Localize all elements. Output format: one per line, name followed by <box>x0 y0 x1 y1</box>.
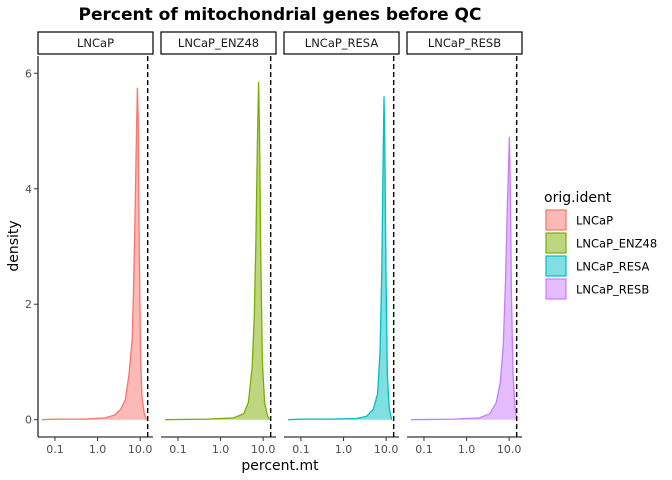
x-tick-label: 10.0 <box>497 443 522 456</box>
x-tick-label: 10.0 <box>128 443 153 456</box>
x-tick-label: 10.0 <box>251 443 276 456</box>
x-axis-title: percent.mt <box>241 458 319 474</box>
legend-key <box>545 255 567 277</box>
density-line <box>42 87 148 421</box>
legend-label: LNCaP_ENZ48 <box>576 237 657 251</box>
y-axis: 0 2 4 6 <box>25 56 39 437</box>
x-tick-label: 1.0 <box>212 443 230 456</box>
facet-strip-label: LNCaP_ENZ48 <box>178 36 259 50</box>
facet-strip-label: LNCaP_RESA <box>305 36 379 50</box>
x-tick-label: 0.1 <box>46 443 64 456</box>
legend-label: LNCaP_RESA <box>576 260 650 274</box>
density-area <box>42 87 147 420</box>
legend: orig.ident LNCaPLNCaP_ENZ48LNCaP_RESALNC… <box>544 190 657 300</box>
y-axis-title: density <box>6 220 22 271</box>
facet-strip <box>283 31 400 55</box>
legend-key <box>545 209 567 231</box>
legend-key <box>545 278 567 300</box>
legend-label: LNCaP <box>576 214 613 228</box>
legend-key <box>545 232 567 254</box>
density-area <box>165 82 270 420</box>
chart-title: Percent of mitochondrial genes before QC <box>79 5 482 25</box>
facet-panel: LNCaP 0.1 1.0 10.0 <box>37 31 154 456</box>
x-tick-label: 1.0 <box>89 443 107 456</box>
legend-items: LNCaP LNCaP_ENZ48 LNCaP_RESA LNCaP_RESB <box>545 209 657 300</box>
x-tick-label: 1.0 <box>458 443 476 456</box>
facet-panel: LNCaP_RESB 0.1 1.0 10.0 <box>406 31 523 456</box>
x-tick-label: 0.1 <box>169 443 187 456</box>
density-line <box>165 81 270 421</box>
facet-strip-label: LNCaP <box>77 36 114 50</box>
x-tick-label: 0.1 <box>415 443 433 456</box>
facet-strip-label: LNCaP_RESB <box>428 36 501 50</box>
facet-panel: LNCaP_RESA 0.1 1.0 10.0 <box>283 31 400 456</box>
facet-strip <box>37 31 154 55</box>
x-tick-label: 1.0 <box>335 443 353 456</box>
facet-panel: LNCaP_ENZ48 0.1 1.0 10.0 <box>160 31 277 456</box>
y-tick-label: 6 <box>25 67 32 80</box>
density-line <box>411 136 518 421</box>
facet-strip <box>406 31 523 55</box>
y-tick-label: 2 <box>25 298 32 311</box>
legend-label: LNCaP_RESB <box>576 283 649 297</box>
y-tick-label: 0 <box>25 414 32 427</box>
x-tick-label: 0.1 <box>292 443 310 456</box>
y-tick-label: 4 <box>25 183 32 196</box>
facet-strip <box>160 31 277 55</box>
legend-title: orig.ident <box>544 190 612 206</box>
x-tick-label: 10.0 <box>374 443 399 456</box>
density-line <box>288 96 393 421</box>
density-area <box>411 136 517 420</box>
density-area <box>288 96 392 420</box>
